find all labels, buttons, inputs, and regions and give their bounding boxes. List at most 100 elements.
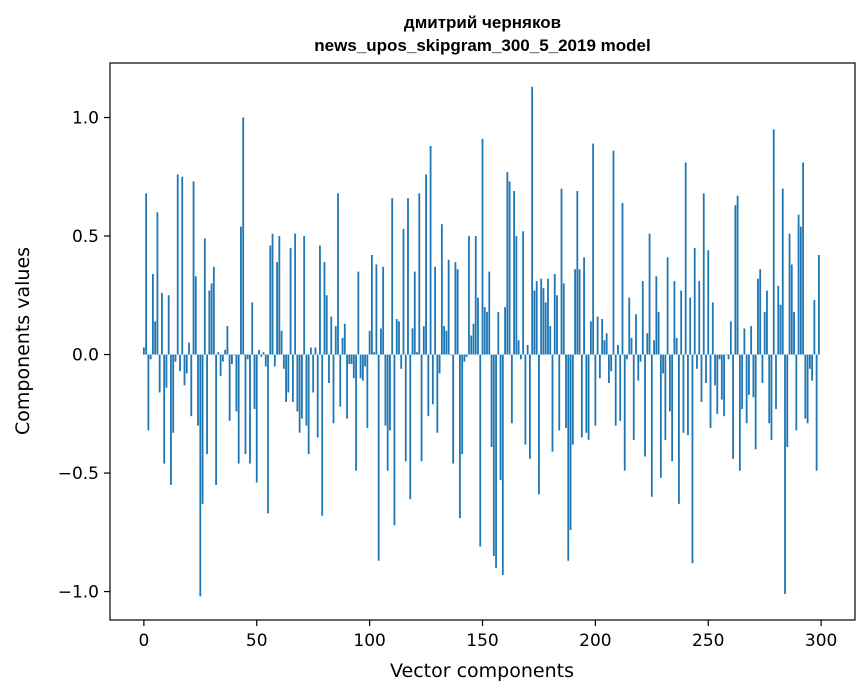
bar-228 bbox=[657, 311, 660, 355]
bar-38 bbox=[228, 354, 231, 421]
bar-159 bbox=[501, 354, 504, 575]
bar-109 bbox=[389, 354, 391, 431]
bar-239 bbox=[682, 354, 685, 433]
bar-5 bbox=[154, 321, 157, 355]
bar-296 bbox=[811, 354, 814, 381]
bar-274 bbox=[761, 354, 764, 383]
bar-108 bbox=[386, 354, 389, 471]
bar-215 bbox=[628, 297, 631, 355]
bar-260 bbox=[729, 321, 732, 355]
bar-203 bbox=[601, 318, 604, 355]
bar-61 bbox=[280, 330, 283, 355]
bar-290 bbox=[797, 214, 800, 355]
bar-23 bbox=[194, 276, 197, 355]
bar-78 bbox=[319, 245, 321, 355]
bar-291 bbox=[799, 226, 802, 355]
bar-140 bbox=[459, 354, 461, 519]
bar-149 bbox=[479, 354, 482, 547]
bar-283 bbox=[781, 188, 784, 355]
bar-199 bbox=[592, 143, 595, 355]
bar-196 bbox=[585, 354, 588, 433]
bar-298 bbox=[815, 354, 818, 471]
bar-101 bbox=[370, 254, 373, 355]
bar-107 bbox=[384, 354, 387, 426]
bar-3 bbox=[149, 354, 152, 360]
bar-65 bbox=[289, 247, 292, 355]
bar-89 bbox=[343, 323, 346, 355]
bar-118 bbox=[409, 354, 412, 500]
bar-95 bbox=[357, 271, 360, 355]
bar-83 bbox=[330, 316, 333, 355]
x-tick-label-50: 50 bbox=[246, 631, 268, 651]
bar-80 bbox=[323, 262, 326, 355]
bar-44 bbox=[242, 117, 245, 355]
bar-52 bbox=[260, 354, 263, 357]
bar-183 bbox=[556, 295, 558, 355]
bar-258 bbox=[725, 354, 728, 356]
bar-139 bbox=[456, 269, 459, 355]
bar-275 bbox=[763, 311, 766, 355]
bar-213 bbox=[623, 354, 626, 471]
bar-46 bbox=[246, 354, 249, 360]
bar-134 bbox=[445, 330, 448, 355]
x-tick-label-150: 150 bbox=[466, 631, 498, 651]
bar-142 bbox=[463, 354, 466, 362]
bar-292 bbox=[802, 162, 804, 355]
bar-53 bbox=[262, 352, 265, 355]
bar-77 bbox=[316, 354, 319, 438]
bar-74 bbox=[310, 347, 312, 355]
bar-19 bbox=[185, 354, 188, 374]
bar-272 bbox=[757, 278, 759, 355]
bar-35 bbox=[221, 354, 224, 362]
bar-231 bbox=[664, 354, 667, 440]
bar-226 bbox=[653, 340, 655, 355]
x-tick-label-200: 200 bbox=[579, 631, 611, 651]
x-tick-label-300: 300 bbox=[805, 631, 837, 651]
bar-181 bbox=[551, 354, 554, 452]
bar-264 bbox=[738, 354, 741, 471]
bar-250 bbox=[707, 250, 710, 355]
bar-31 bbox=[212, 266, 215, 355]
bar-112 bbox=[395, 318, 398, 355]
bar-209 bbox=[614, 354, 617, 426]
bar-185 bbox=[560, 188, 563, 355]
bar-7 bbox=[158, 354, 161, 393]
bar-235 bbox=[673, 281, 676, 355]
bar-150 bbox=[481, 138, 484, 355]
bar-254 bbox=[716, 354, 719, 414]
bar-220 bbox=[639, 354, 642, 362]
bar-33 bbox=[217, 352, 220, 355]
bar-127 bbox=[429, 145, 432, 355]
bar-288 bbox=[793, 311, 795, 355]
bar-210 bbox=[617, 345, 619, 355]
bar-232 bbox=[666, 257, 669, 355]
bar-237 bbox=[678, 354, 680, 504]
x-tick-label-0: 0 bbox=[138, 631, 149, 651]
bar-50 bbox=[255, 354, 258, 483]
bar-286 bbox=[788, 233, 791, 355]
bar-214 bbox=[626, 354, 628, 360]
bar-47 bbox=[249, 354, 251, 464]
bar-202 bbox=[598, 354, 601, 379]
bar-152 bbox=[486, 311, 488, 355]
y-tick-label-1: −0.5 bbox=[58, 464, 99, 484]
bar-163 bbox=[510, 354, 513, 424]
bar-60 bbox=[278, 236, 281, 355]
bar-294 bbox=[806, 354, 809, 424]
bar-54 bbox=[264, 354, 267, 367]
bar-121 bbox=[416, 352, 418, 355]
bar-119 bbox=[411, 328, 414, 355]
bar-257 bbox=[723, 354, 725, 417]
bar-128 bbox=[431, 354, 434, 405]
bar-70 bbox=[300, 354, 303, 419]
bar-287 bbox=[790, 264, 793, 355]
bar-81 bbox=[325, 295, 328, 355]
bar-82 bbox=[328, 354, 330, 383]
bar-278 bbox=[770, 354, 773, 440]
bar-153 bbox=[488, 271, 491, 355]
bar-229 bbox=[659, 354, 662, 478]
bar-129 bbox=[434, 266, 436, 355]
bar-32 bbox=[215, 354, 218, 485]
bar-268 bbox=[747, 354, 750, 395]
